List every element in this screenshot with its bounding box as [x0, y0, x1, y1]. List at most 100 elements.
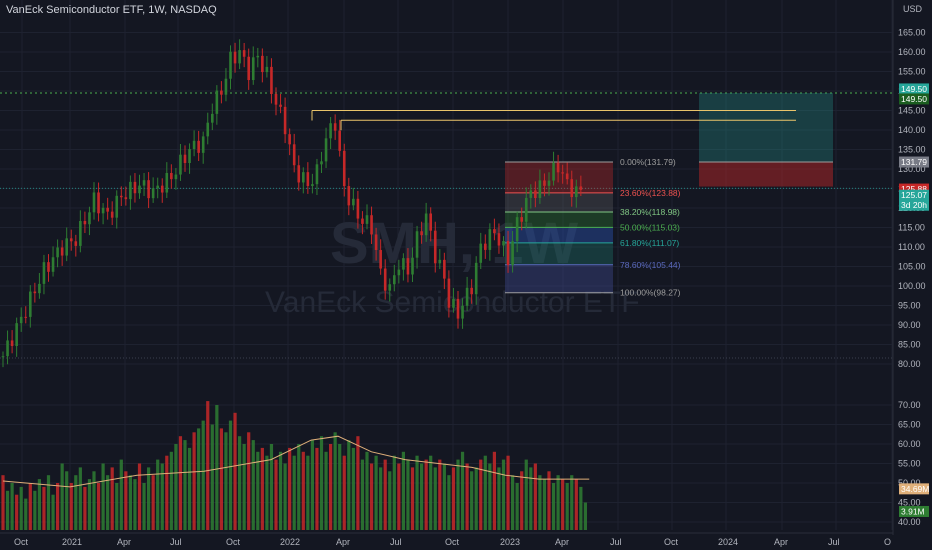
- volume-bar: [397, 463, 401, 530]
- candle-body: [570, 179, 574, 198]
- volume-bar: [69, 483, 73, 530]
- candle-body: [306, 172, 310, 186]
- volume-bar: [369, 463, 374, 530]
- fib-top-tag: 131.79: [901, 157, 927, 167]
- volume-tick-label: 50.00: [898, 478, 921, 488]
- volume-bar: [10, 483, 14, 530]
- volume-bar: [547, 471, 551, 530]
- candle-body: [556, 162, 560, 173]
- candle-body: [156, 185, 159, 189]
- volume-bar: [215, 405, 219, 530]
- volume-bar: [515, 483, 519, 530]
- price-tick-label: 110.00: [898, 242, 925, 252]
- candle-body: [6, 340, 9, 357]
- candle-body: [497, 233, 501, 246]
- candle-body: [433, 230, 437, 264]
- volume-tick-label: 40.00: [898, 517, 921, 527]
- candle-body: [443, 259, 446, 279]
- candle-body: [247, 56, 250, 81]
- time-tick-label: Jul: [610, 537, 622, 547]
- volume-bar: [333, 432, 337, 530]
- volume-bar: [124, 471, 128, 530]
- candle-body: [288, 134, 291, 145]
- volume-tick-label: 60.00: [898, 439, 921, 449]
- candle-body: [33, 291, 37, 294]
- candle-body: [347, 186, 351, 206]
- candle-body: [92, 192, 96, 213]
- candle-body: [397, 269, 401, 276]
- volume-bar: [392, 455, 396, 530]
- candle-body: [520, 217, 523, 222]
- candle-body: [174, 174, 178, 180]
- volume-bar: [119, 459, 123, 530]
- volume-bar: [524, 459, 528, 530]
- candle-body: [24, 316, 28, 318]
- candle-body: [42, 262, 46, 284]
- time-tick-label: Oct: [14, 537, 29, 547]
- volume-bar: [301, 451, 305, 530]
- candle-body: [101, 207, 105, 214]
- volume-tag: 3.91M: [901, 506, 925, 516]
- volume-bar: [247, 432, 251, 530]
- volume-bar: [110, 467, 114, 530]
- volume-bar: [96, 483, 101, 530]
- candle-body: [115, 195, 119, 218]
- price-axis[interactable]: USD165.00160.00155.00150.00145.00140.001…: [892, 0, 932, 550]
- candle-body: [365, 215, 369, 224]
- volume-ma-tag-bg: [899, 483, 929, 495]
- volume-bar: [256, 451, 260, 530]
- candle-body: [192, 140, 196, 150]
- candle-body: [324, 138, 328, 162]
- target-price-tag-2-bg: [899, 93, 929, 105]
- candle-body: [29, 291, 32, 317]
- long-position-tool[interactable]: [699, 92, 833, 187]
- candle-body: [538, 180, 542, 199]
- volume-bar: [483, 455, 487, 530]
- volume-bar: [219, 428, 223, 530]
- candle-body: [379, 250, 382, 269]
- volume-bar: [28, 483, 32, 530]
- candle-body: [565, 173, 569, 180]
- candle-body: [1, 356, 5, 358]
- volume-bar: [570, 475, 574, 530]
- candle-body: [411, 257, 414, 275]
- candle-body: [74, 241, 78, 246]
- horizontal-lines[interactable]: [311, 110, 796, 131]
- candle-body: [547, 180, 551, 186]
- candle-body: [456, 298, 460, 319]
- candle-body: [133, 181, 137, 194]
- time-axis[interactable]: Oct 2021 Apr Jul Oct 2022 Apr Jul Oct 2023 Apr Jul O…: [0, 532, 893, 547]
- volume-bar: [83, 486, 87, 530]
- volume-bar: [115, 483, 119, 530]
- candle-body: [279, 104, 282, 107]
- fibonacci-retracement[interactable]: 0.00%(131.79) 23.60%(123.88) 38.20%(118.98…: [505, 157, 681, 298]
- price-tick-label: 160.00: [898, 47, 926, 57]
- candle-body: [79, 220, 82, 246]
- candle-body: [201, 136, 205, 153]
- candle-body: [424, 213, 428, 236]
- candle-body: [69, 238, 73, 242]
- volume-bar: [351, 447, 355, 530]
- candle-body: [124, 197, 128, 200]
- time-tick-label: Oct: [664, 537, 679, 547]
- volume-bar: [538, 475, 542, 530]
- fib-zone: [505, 264, 613, 293]
- volume-bar: [406, 459, 410, 530]
- candle-body: [370, 215, 373, 235]
- candle-body: [60, 247, 64, 256]
- volume-bar: [429, 455, 433, 530]
- fib-level-label: 78.60%(105.44): [620, 260, 681, 270]
- candle-body: [270, 66, 273, 94]
- position-stop-zone: [699, 161, 833, 187]
- volume-bar: [101, 463, 105, 530]
- price-tick-label: 100.00: [898, 281, 926, 291]
- target-price-tag-bg: [899, 83, 929, 95]
- time-tick-label: 2023: [500, 537, 520, 547]
- candle-body: [338, 130, 341, 151]
- candle-body: [233, 51, 237, 64]
- volume-tick-label: 65.00: [898, 420, 921, 430]
- candle-body: [388, 284, 392, 291]
- volume-bar: [520, 471, 524, 530]
- volume-bar: [347, 440, 351, 530]
